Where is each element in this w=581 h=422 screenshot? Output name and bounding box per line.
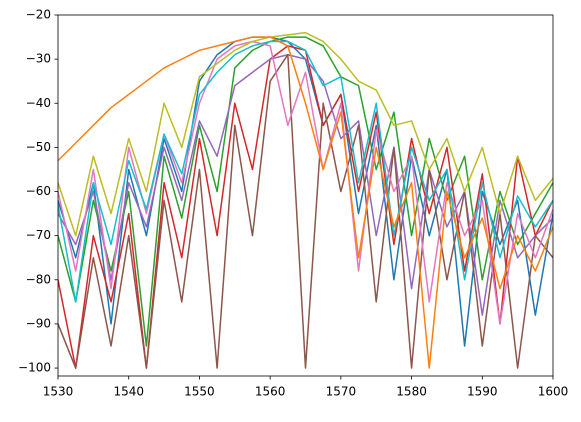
series-line: [58, 53, 553, 316]
plot-area: [58, 31, 553, 369]
y-tick-label: −100: [18, 361, 51, 375]
y-tick-label: −80: [26, 272, 51, 286]
x-tick-label: 1540: [113, 385, 144, 399]
axes-frame: [57, 14, 554, 377]
x-tick-label: 1530: [43, 385, 74, 399]
y-tick-label: −90: [26, 316, 51, 330]
y-tick-label: −20: [26, 8, 51, 22]
series-line: [58, 40, 553, 303]
series-line: [58, 36, 553, 369]
x-tick-label: 1560: [255, 385, 286, 399]
series-line: [58, 31, 553, 237]
x-tick-label: 1600: [538, 385, 569, 399]
x-tick-label: 1590: [467, 385, 498, 399]
y-tick-label: −50: [26, 140, 51, 154]
y-tick-label: −40: [26, 96, 51, 110]
x-tick-label: 1550: [184, 385, 215, 399]
y-tick-label: −70: [26, 228, 51, 242]
x-tick-label: 1570: [326, 385, 357, 399]
x-tick-label: 1580: [396, 385, 427, 399]
y-tick-label: −30: [26, 52, 51, 66]
series-line: [58, 36, 553, 347]
y-tick-label: −60: [26, 184, 51, 198]
